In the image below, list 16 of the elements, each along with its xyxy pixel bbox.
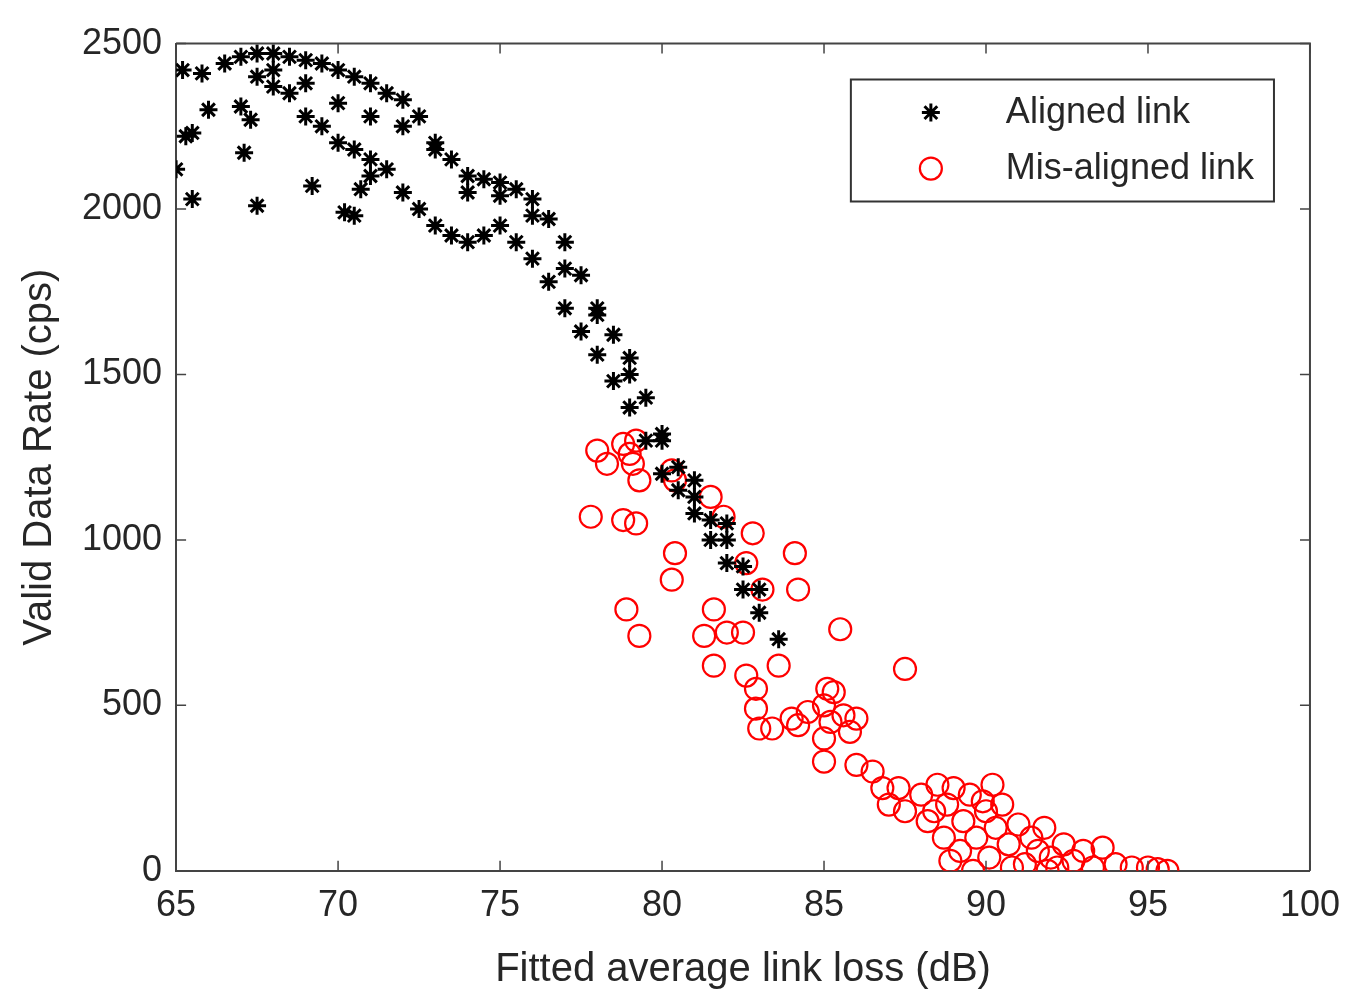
x-tick-label: 70 xyxy=(318,883,359,925)
x-tick-label: 100 xyxy=(1279,883,1341,925)
x-tick-label: 95 xyxy=(1127,883,1169,925)
y-tick-label: 2500 xyxy=(81,20,163,62)
y-tick-label: 500 xyxy=(102,682,163,724)
y-axis-title: Valid Data Rate (cps) xyxy=(15,268,60,646)
y-tick-label: 1500 xyxy=(81,351,163,393)
x-tick-label: 85 xyxy=(803,883,845,925)
x-tick-label: 80 xyxy=(642,883,683,925)
y-tick-label: 1000 xyxy=(81,516,163,558)
x-tick-label: 75 xyxy=(480,883,521,925)
x-tick-label: 90 xyxy=(965,883,1007,925)
y-tick-label: 2000 xyxy=(81,185,163,227)
x-axis-title: Fitted average link loss (dB) xyxy=(495,945,991,990)
legend-label: Aligned link xyxy=(1005,89,1191,131)
legend-label: Mis-aligned link xyxy=(1005,145,1255,187)
